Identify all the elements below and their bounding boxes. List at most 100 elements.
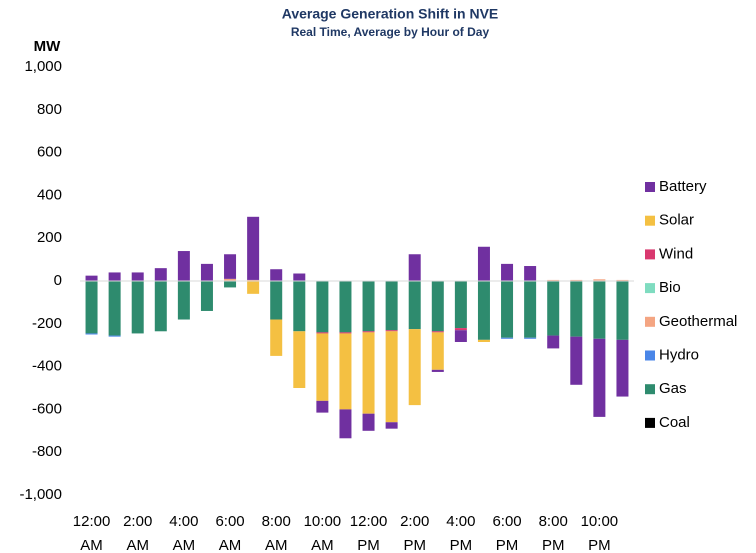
bar-segment [339, 332, 352, 334]
bar-segment [593, 279, 606, 281]
bar-segment [547, 335, 560, 349]
y-tick-label: 800 [37, 101, 62, 118]
y-tick-label: 200 [37, 229, 62, 246]
y-tick-label: 1,000 [24, 58, 62, 75]
bar-segment [593, 338, 606, 417]
bar-segment [385, 422, 398, 429]
legend-swatch [645, 283, 655, 294]
bar-segment [131, 272, 144, 281]
legend-swatch [645, 249, 655, 260]
bar-segment [431, 369, 444, 372]
bar-segment [85, 281, 98, 334]
legend-label: Solar [659, 212, 694, 229]
bar-segment [108, 272, 121, 281]
x-tick-label: 2:00 PM [400, 513, 429, 553]
bar-segment [316, 281, 329, 333]
bar-segment [339, 333, 352, 410]
bar-segment [385, 330, 398, 332]
bar-segment [547, 281, 560, 336]
y-tick-label: -400 [32, 358, 62, 375]
bar-segment [339, 409, 352, 439]
bar-segment [177, 251, 190, 281]
legend-label: Wind [659, 245, 693, 262]
legend-label: Gas [659, 380, 687, 397]
bar-segment [501, 281, 514, 338]
bar-segment [85, 333, 98, 335]
x-tick-label: 4:00 PM [446, 513, 475, 553]
y-tick-label: -1,000 [19, 486, 62, 503]
bar-segment [224, 254, 237, 279]
y-tick-label: -800 [32, 443, 62, 460]
bar-segment [293, 331, 306, 388]
bar-segment [270, 281, 283, 320]
bar-segment [85, 275, 98, 281]
bar-segment [108, 335, 121, 337]
x-tick-label: 8:00 AM [262, 513, 291, 553]
bar-segment [454, 328, 467, 331]
bar-segment [385, 281, 398, 331]
x-tick-label: 6:00 PM [492, 513, 521, 553]
x-tick-label: 4:00 AM [169, 513, 198, 553]
bar-segment [477, 246, 490, 281]
bar-segment [593, 281, 606, 339]
bar-segment [270, 269, 283, 281]
bar-segment [501, 263, 514, 281]
bar-segment [616, 281, 629, 340]
y-tick-label: 0 [54, 272, 62, 289]
bar-segment [247, 281, 260, 294]
legend-swatch [645, 316, 655, 327]
chart-title: Average Generation Shift in NVE [282, 6, 499, 22]
bar-segment [501, 337, 514, 339]
bar-segment [316, 400, 329, 413]
legend-label: Bio [659, 279, 681, 296]
y-tick-label: -600 [32, 400, 62, 417]
legend-label: Coal [659, 414, 690, 431]
bar-segment [454, 330, 467, 342]
bar-segment [362, 331, 375, 333]
bar-segment [408, 329, 421, 406]
bar-segment [293, 273, 306, 281]
bar-segment [385, 331, 398, 423]
legend-label: Hydro [659, 346, 699, 363]
bar-segment [247, 216, 260, 280]
x-tick-label: 12:00 PM [350, 513, 388, 553]
bar-segment [408, 254, 421, 281]
bar-segment [154, 281, 167, 332]
bar-segment [431, 331, 444, 333]
bar-segment [177, 281, 190, 320]
bar-segment [131, 281, 144, 334]
y-axis-label: MW [34, 38, 61, 55]
bar-segment [224, 278, 237, 281]
legend-swatch [645, 215, 655, 226]
bar-segment [570, 281, 583, 337]
y-tick-label: -200 [32, 315, 62, 332]
legend-label: Battery [659, 178, 707, 195]
bar-segment [431, 332, 444, 370]
legend-swatch [645, 182, 655, 192]
bar-segment [570, 279, 583, 281]
bar-segment [200, 263, 213, 281]
bar-segment [454, 281, 467, 329]
x-tick-label: 8:00 PM [539, 513, 568, 553]
x-tick-label: 12:00 AM [73, 513, 111, 553]
bar-segment [477, 281, 490, 340]
bar-segment [293, 281, 306, 332]
y-tick-label: 600 [37, 144, 62, 161]
bar-segment [247, 279, 260, 281]
bar-segment [570, 336, 583, 385]
bar-segment [547, 279, 560, 281]
x-tick-label: 10:00 PM [581, 513, 619, 553]
bar-segment [316, 333, 329, 401]
bar-segment [477, 339, 490, 342]
bar-segment [316, 332, 329, 334]
bar-segment [339, 281, 352, 333]
bar-segment [408, 281, 421, 330]
legend-swatch [645, 350, 655, 361]
bar-segment [154, 268, 167, 281]
bar-segment [224, 281, 237, 288]
x-tick-label: 10:00 AM [304, 513, 342, 553]
legend-swatch [645, 417, 655, 428]
bar-segment [616, 279, 629, 281]
bar-segment [524, 266, 537, 281]
